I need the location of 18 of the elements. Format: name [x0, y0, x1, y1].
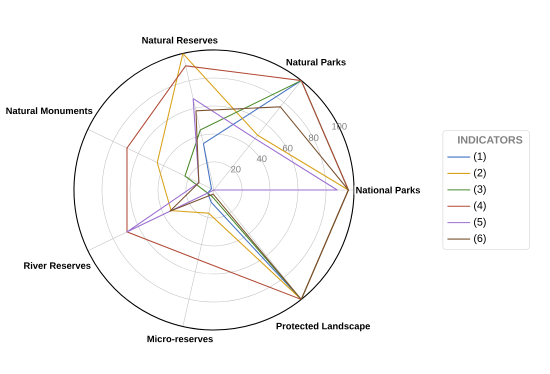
spoke-label: Protected Landscape	[276, 322, 370, 332]
spoke-label: National Parks	[356, 186, 420, 194]
legend-label: (4)	[474, 201, 486, 212]
spoke-label: Natural Parks	[286, 58, 346, 66]
legend-label: (3)	[474, 184, 486, 195]
y-tick-label: 80	[308, 134, 318, 142]
legend-label: (6)	[474, 234, 486, 244]
spoke-label: Natural Reserves	[142, 36, 218, 44]
legend-label: (2)	[474, 168, 486, 179]
y-tick-label: 60	[283, 144, 293, 152]
legend-label: (5)	[474, 218, 486, 228]
y-tick-label: 40	[256, 155, 267, 162]
spoke-label: Natural Monuments	[6, 107, 92, 114]
y-tick-label: 20	[231, 166, 241, 172]
legend-title: INDICATORS	[458, 136, 522, 144]
spoke-label: River Reserves	[24, 262, 91, 269]
legend-label: (1)	[474, 152, 486, 162]
spoke-label: Micro-reserves	[147, 335, 213, 342]
